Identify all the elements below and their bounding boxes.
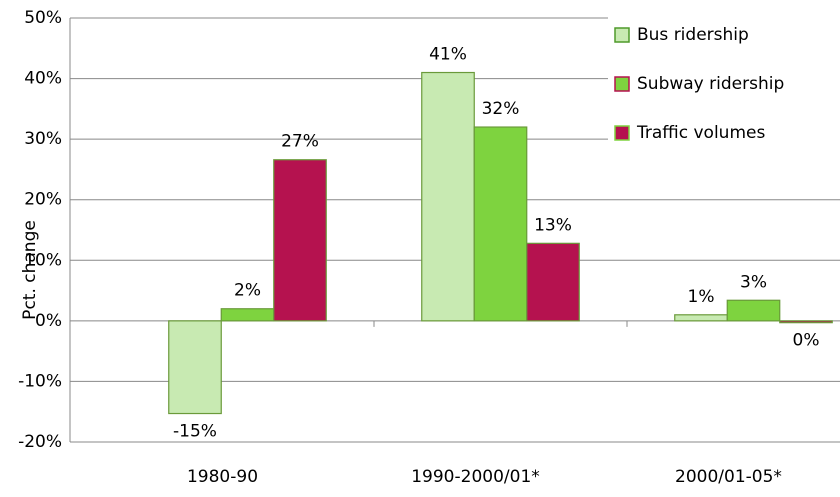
legend-swatch [614, 27, 630, 43]
bar [473, 126, 528, 322]
value-label: 13% [534, 215, 572, 235]
legend-label: Bus ridership [637, 25, 749, 45]
y-tick-label: 0% [35, 311, 62, 331]
bar [273, 159, 327, 322]
bar [726, 299, 781, 322]
value-label: 32% [482, 99, 520, 119]
y-axis-label: Pct. change [20, 220, 40, 320]
legend-box [608, 14, 840, 164]
value-label: 2% [234, 281, 261, 301]
bar [674, 314, 728, 322]
value-label: 41% [429, 45, 467, 65]
legend-label: Subway ridership [637, 74, 784, 94]
y-tick-label: 40% [24, 69, 62, 89]
x-tick-label: 1980-90 [187, 467, 258, 487]
y-tick-label: 20% [24, 190, 62, 210]
value-label: 0% [793, 331, 820, 351]
value-label: 1% [688, 287, 715, 307]
bar [220, 308, 275, 322]
bar [526, 242, 580, 322]
y-tick-label: -10% [18, 371, 62, 391]
bar [421, 71, 475, 322]
x-tick-label: 2000/01-05* [675, 467, 782, 487]
legend-swatch [614, 125, 630, 141]
value-label: -15% [173, 422, 217, 442]
bar [779, 320, 833, 324]
value-label: 3% [740, 272, 767, 292]
bar [168, 320, 222, 415]
value-label: 27% [281, 132, 319, 152]
y-tick-label: 50% [24, 8, 62, 28]
legend-swatch [614, 76, 630, 92]
y-tick-label: 10% [24, 250, 62, 270]
x-tick-label: 1990-2000/01* [411, 467, 540, 487]
legend-label: Traffic volumes [636, 123, 765, 143]
y-tick-label: -20% [18, 432, 62, 452]
y-tick-label: 30% [24, 129, 62, 149]
